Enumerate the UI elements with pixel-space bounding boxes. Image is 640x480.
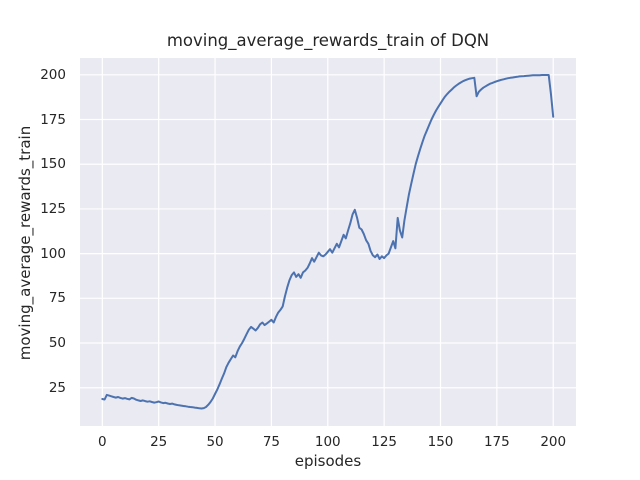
- x-tick-label: 125: [371, 434, 398, 450]
- line-plot-svg: [80, 58, 576, 426]
- x-axis-label: episodes: [294, 452, 362, 470]
- x-tick-label: 75: [262, 434, 280, 450]
- y-tick-label: 150: [40, 156, 66, 173]
- x-tick-label: 0: [98, 434, 107, 450]
- y-tick-label: 100: [40, 245, 66, 262]
- plot-area: [80, 58, 576, 426]
- y-tick-label: 50: [48, 335, 66, 352]
- y-tick-label: 125: [40, 200, 66, 217]
- x-tick-label: 200: [540, 434, 567, 450]
- x-tick-label: 150: [427, 434, 454, 450]
- x-tick-label: 50: [206, 434, 224, 450]
- x-tick-label: 25: [150, 434, 168, 450]
- x-tick-label: 175: [483, 434, 510, 450]
- x-tick-label: 100: [314, 434, 341, 450]
- line-series-path: [101, 74, 555, 410]
- chart-title: moving_average_rewards_train of DQN: [166, 31, 490, 50]
- y-tick-label: 25: [48, 379, 66, 396]
- y-tick-label: 200: [40, 66, 66, 83]
- y-tick-label: 75: [48, 290, 66, 307]
- y-tick-label: 175: [40, 111, 66, 128]
